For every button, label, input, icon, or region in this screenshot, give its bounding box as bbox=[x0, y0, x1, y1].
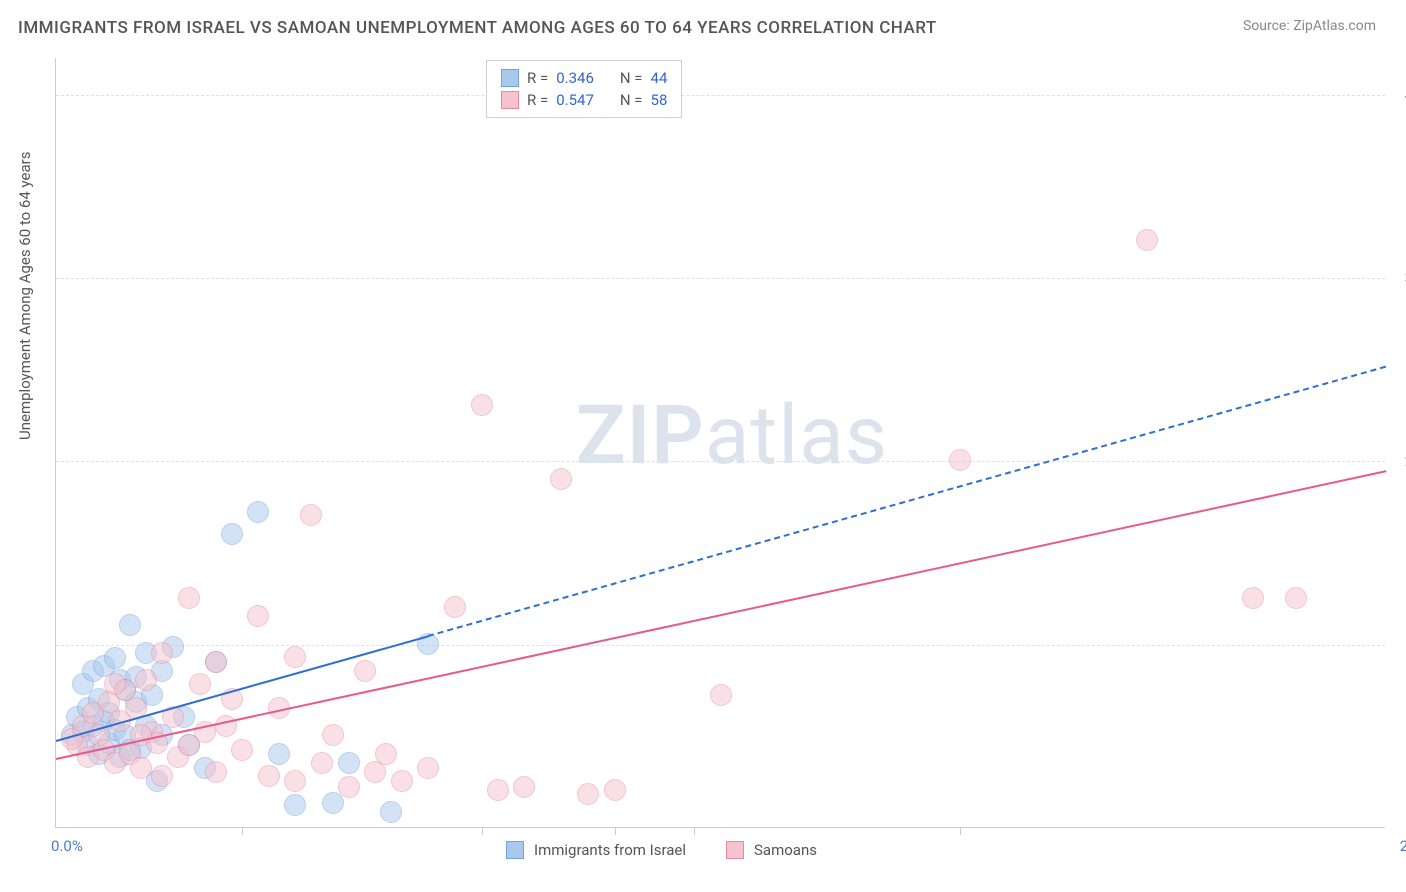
data-point bbox=[322, 724, 344, 746]
chart-area: ZIPatlas 10.0%20.0%30.0%40.0%0.0%25.0%R … bbox=[55, 58, 1385, 828]
source-attribution: Source: ZipAtlas.com bbox=[1243, 18, 1376, 34]
series-legend-item: Samoans bbox=[726, 841, 817, 859]
x-tick bbox=[482, 827, 483, 835]
stats-legend: R = 0.346 N = 44 R = 0.547 N = 58 bbox=[486, 60, 682, 118]
gridline bbox=[56, 278, 1385, 279]
data-point bbox=[221, 523, 243, 545]
data-point bbox=[338, 776, 360, 798]
stats-legend-row: R = 0.346 N = 44 bbox=[501, 67, 667, 89]
legend-r-value: 0.346 bbox=[556, 69, 594, 87]
x-tick bbox=[694, 827, 695, 835]
series-legend-label: Immigrants from Israel bbox=[534, 841, 686, 859]
data-point bbox=[710, 684, 732, 706]
chart-title: IMMIGRANTS FROM ISRAEL VS SAMOAN UNEMPLO… bbox=[18, 18, 937, 38]
data-point bbox=[284, 770, 306, 792]
chart-header: IMMIGRANTS FROM ISRAEL VS SAMOAN UNEMPLO… bbox=[0, 0, 1406, 48]
data-point bbox=[151, 765, 173, 787]
data-point bbox=[284, 646, 306, 668]
legend-swatch bbox=[501, 69, 519, 87]
data-point bbox=[119, 614, 141, 636]
series-legend-item: Immigrants from Israel bbox=[506, 841, 686, 859]
data-point bbox=[268, 743, 290, 765]
data-point bbox=[338, 752, 360, 774]
legend-r-label: R = bbox=[527, 91, 548, 109]
gridline bbox=[56, 645, 1385, 646]
data-point bbox=[300, 504, 322, 526]
data-point bbox=[604, 779, 626, 801]
data-point bbox=[354, 660, 376, 682]
data-point bbox=[284, 794, 306, 816]
data-point bbox=[247, 501, 269, 523]
plot-region: ZIPatlas 10.0%20.0%30.0%40.0%0.0%25.0%R … bbox=[55, 58, 1385, 828]
legend-r-value: 0.547 bbox=[556, 91, 594, 109]
data-point bbox=[178, 587, 200, 609]
data-point bbox=[231, 739, 253, 761]
x-origin-label: 0.0% bbox=[51, 837, 83, 855]
series-legend: Immigrants from Israel Samoans bbox=[506, 841, 817, 859]
data-point bbox=[513, 776, 535, 798]
data-point bbox=[487, 779, 509, 801]
data-point bbox=[1136, 229, 1158, 251]
legend-r-label: R = bbox=[527, 69, 548, 87]
data-point bbox=[104, 673, 126, 695]
x-tick bbox=[615, 827, 616, 835]
data-point bbox=[417, 757, 439, 779]
data-point bbox=[550, 468, 572, 490]
legend-swatch bbox=[506, 841, 524, 859]
data-point bbox=[949, 449, 971, 471]
y-axis-label: Unemployment Among Ages 60 to 64 years bbox=[16, 152, 34, 440]
legend-n-value: 58 bbox=[651, 91, 668, 109]
data-point bbox=[205, 761, 227, 783]
data-point bbox=[1242, 587, 1264, 609]
data-point bbox=[205, 651, 227, 673]
legend-n-value: 44 bbox=[651, 69, 668, 87]
data-point bbox=[1285, 587, 1307, 609]
data-point bbox=[322, 792, 344, 814]
legend-n-label: N = bbox=[620, 91, 643, 109]
data-point bbox=[258, 765, 280, 787]
data-point bbox=[135, 669, 157, 691]
series-legend-label: Samoans bbox=[754, 841, 817, 859]
data-point bbox=[375, 743, 397, 765]
legend-swatch bbox=[501, 91, 519, 109]
x-tick bbox=[242, 827, 243, 835]
legend-swatch bbox=[726, 841, 744, 859]
data-point bbox=[471, 394, 493, 416]
watermark: ZIPatlas bbox=[576, 388, 888, 484]
data-point bbox=[130, 757, 152, 779]
x-end-label: 25.0% bbox=[1400, 837, 1406, 855]
data-point bbox=[577, 783, 599, 805]
data-point bbox=[391, 770, 413, 792]
data-point bbox=[311, 752, 333, 774]
data-point bbox=[104, 647, 126, 669]
data-point bbox=[380, 801, 402, 823]
legend-n-label: N = bbox=[620, 69, 643, 87]
stats-legend-row: R = 0.547 N = 58 bbox=[501, 89, 667, 111]
x-tick bbox=[960, 827, 961, 835]
gridline bbox=[56, 95, 1385, 96]
data-point bbox=[151, 642, 173, 664]
data-point bbox=[189, 673, 211, 695]
data-point bbox=[247, 605, 269, 627]
data-point bbox=[444, 596, 466, 618]
